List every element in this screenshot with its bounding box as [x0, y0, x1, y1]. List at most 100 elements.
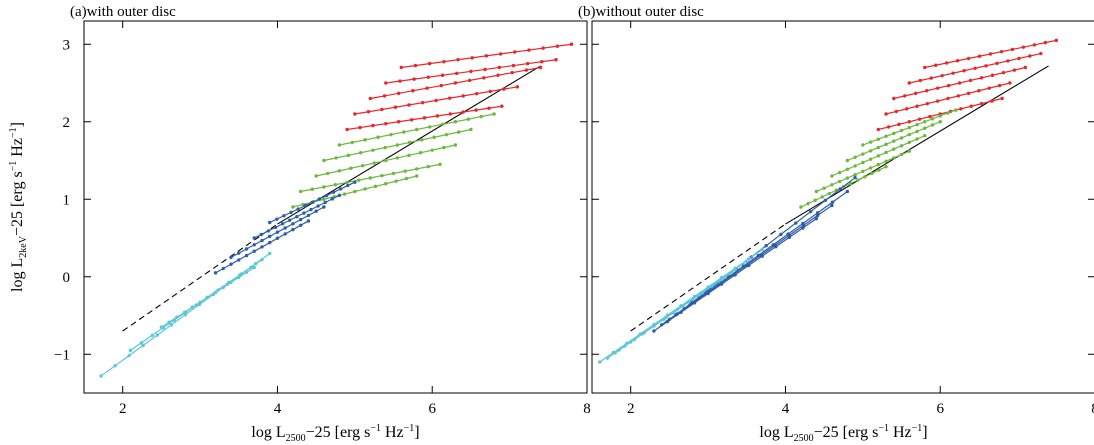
- series-line-1: [907, 51, 1043, 85]
- data-point: [820, 195, 824, 199]
- data-point: [1000, 96, 1004, 101]
- data-point: [822, 186, 826, 190]
- data-point: [938, 120, 942, 124]
- series-line-6: [322, 127, 473, 163]
- data-point: [733, 273, 737, 277]
- data-point: [407, 103, 411, 107]
- data-point: [438, 162, 442, 167]
- data-point: [524, 68, 529, 72]
- data-point: [113, 364, 117, 368]
- data-point: [237, 251, 241, 255]
- data-point: [957, 81, 962, 85]
- data-point: [260, 258, 264, 262]
- data-point: [492, 112, 496, 116]
- data-point: [968, 78, 973, 83]
- data-point: [283, 226, 287, 230]
- data-point: [642, 331, 646, 335]
- data-point: [394, 179, 398, 183]
- data-point: [298, 217, 303, 222]
- data-point: [399, 65, 403, 70]
- data-point: [956, 94, 960, 98]
- data-point: [373, 184, 378, 189]
- data-point: [260, 238, 264, 243]
- data-point: [415, 167, 419, 171]
- data-point: [955, 59, 960, 63]
- x-tick-label: 2: [119, 401, 127, 417]
- data-point: [652, 329, 656, 333]
- data-point: [923, 126, 927, 130]
- data-point: [527, 48, 531, 52]
- data-point: [997, 83, 1002, 88]
- data-point: [427, 61, 432, 66]
- data-point: [99, 374, 103, 378]
- data-point: [1032, 43, 1037, 47]
- data-point: [426, 164, 431, 169]
- data-point: [407, 140, 412, 145]
- data-point: [907, 132, 911, 137]
- data-point: [404, 176, 409, 181]
- y-tick-label: 3: [63, 37, 71, 53]
- data-point: [353, 189, 357, 194]
- data-point: [316, 204, 320, 208]
- data-point: [363, 138, 367, 142]
- data-point: [935, 86, 940, 90]
- data-point: [469, 127, 473, 132]
- series-line-7: [314, 143, 458, 178]
- data-point: [353, 180, 357, 184]
- data-point: [930, 123, 935, 127]
- data-point: [475, 91, 479, 96]
- data-point: [453, 143, 458, 147]
- data-point: [298, 223, 303, 227]
- data-point: [334, 156, 338, 160]
- data-point: [814, 216, 819, 221]
- data-point: [395, 156, 400, 160]
- data-point: [801, 223, 806, 228]
- data-point: [555, 44, 560, 48]
- data-point: [425, 86, 429, 90]
- data-point: [538, 65, 543, 70]
- data-point: [946, 83, 951, 88]
- y-tick-label: 2: [63, 115, 71, 131]
- data-point: [884, 142, 888, 147]
- data-point: [915, 129, 919, 134]
- data-point: [799, 205, 803, 209]
- data-point: [855, 178, 860, 182]
- data-point: [314, 174, 318, 178]
- series-line-2: [368, 65, 543, 101]
- data-point: [787, 235, 792, 240]
- data-point: [411, 89, 415, 93]
- data-point: [384, 182, 388, 186]
- data-point: [288, 218, 292, 222]
- data-point: [928, 114, 932, 119]
- data-point: [779, 232, 783, 237]
- data-point: [569, 42, 574, 46]
- data-point: [435, 114, 440, 118]
- data-point: [554, 58, 558, 62]
- data-point: [946, 111, 950, 115]
- data-point: [159, 325, 164, 329]
- data-point: [892, 139, 896, 143]
- series-line-0: [399, 42, 574, 70]
- data-point: [999, 49, 1004, 54]
- data-point: [322, 205, 326, 209]
- y-tick-label: −1: [54, 347, 70, 363]
- series-line-16: [159, 265, 256, 329]
- data-point: [259, 232, 264, 237]
- data-point: [244, 270, 249, 275]
- data-point: [917, 117, 922, 121]
- data-point: [322, 158, 326, 163]
- data-point: [1010, 47, 1015, 52]
- data-point: [337, 193, 342, 198]
- data-point: [915, 104, 919, 108]
- data-point: [979, 76, 984, 80]
- data-point: [681, 304, 685, 308]
- data-point: [303, 204, 307, 208]
- data-point: [830, 183, 834, 187]
- data-point: [877, 168, 881, 172]
- x-axis-label: log L2500−25 [erg s−1 Hz−1]: [759, 423, 927, 444]
- x-tick-label: 6: [936, 401, 944, 417]
- series-line-7: [830, 134, 927, 178]
- data-point: [760, 247, 764, 252]
- data-point: [671, 311, 675, 315]
- data-point: [306, 219, 311, 223]
